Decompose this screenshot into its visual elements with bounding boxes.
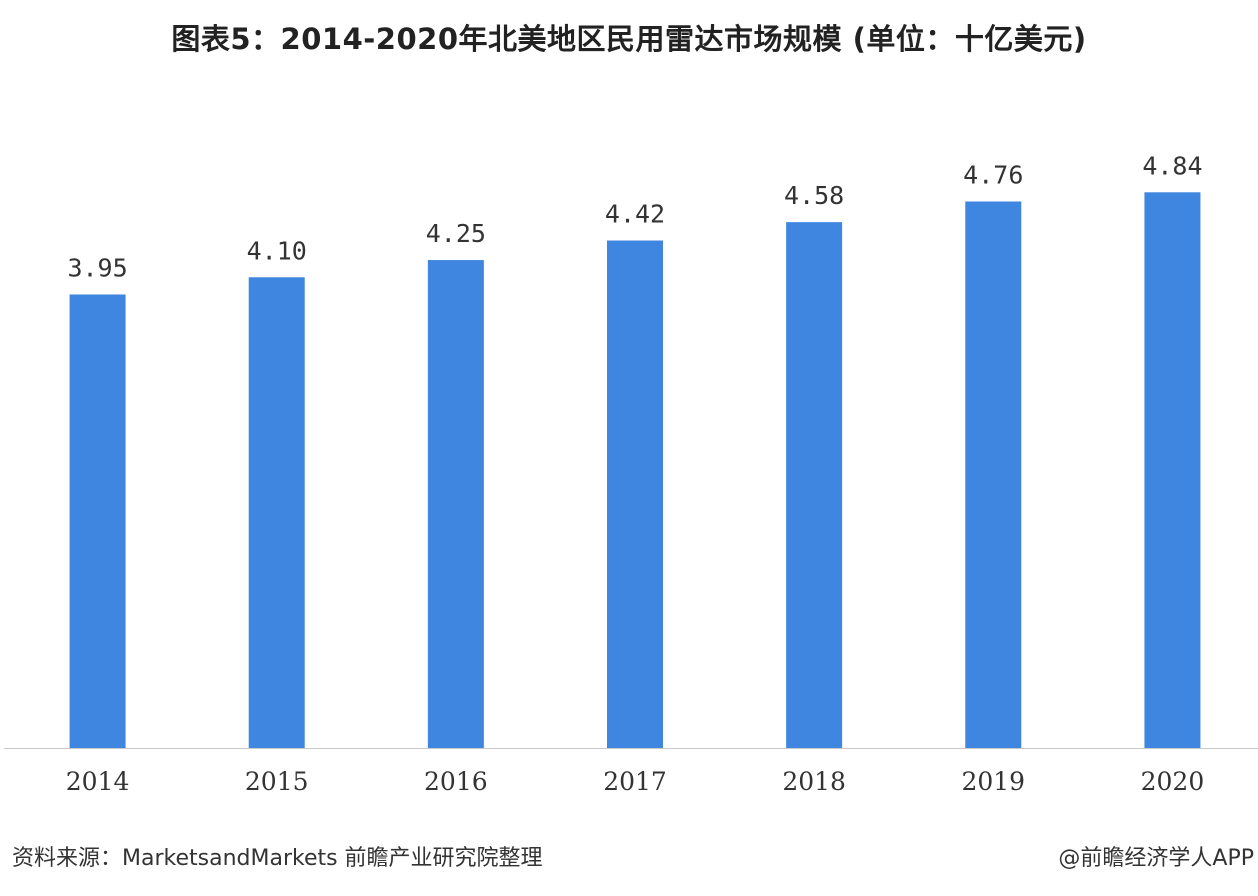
value-labels-group: 3.95 4.10 4.25 4.42 4.58 4.76 4.84 <box>67 151 1202 282</box>
x-tick-label-2015: 2015 <box>245 767 309 796</box>
bar-2016 <box>427 260 484 748</box>
bar-2017 <box>607 240 663 748</box>
bar-2018 <box>786 222 843 749</box>
value-label-2015: 4.10 <box>247 236 307 265</box>
value-label-2018: 4.58 <box>784 181 844 210</box>
bar-2014 <box>69 294 126 748</box>
value-label-2019: 4.76 <box>963 160 1023 189</box>
bar-2015 <box>248 277 305 748</box>
value-label-2014: 3.95 <box>67 253 127 282</box>
x-tick-label-2017: 2017 <box>603 767 667 796</box>
value-label-2020: 4.84 <box>1142 151 1202 180</box>
x-tick-labels-group: 2014 2015 2016 2017 2018 2019 2020 <box>66 767 1204 796</box>
x-tick-label-2018: 2018 <box>782 767 846 796</box>
x-tick-label-2016: 2016 <box>424 767 488 796</box>
bars-group <box>69 192 1201 749</box>
chart-title: 图表5：2014-2020年北美地区民用雷达市场规模 (单位：十亿美元) <box>171 22 1087 56</box>
x-tick-label-2014: 2014 <box>66 767 130 796</box>
value-label-2017: 4.42 <box>605 200 665 229</box>
x-tick-label-2020: 2020 <box>1141 767 1205 796</box>
x-tick-label-2019: 2019 <box>961 767 1025 796</box>
source-note: 资料来源：MarketsandMarkets 前瞻产业研究院整理 <box>12 846 543 871</box>
bar-2020 <box>1144 192 1201 749</box>
value-label-2016: 4.25 <box>426 219 486 248</box>
bar-2019 <box>965 201 1022 749</box>
credit-note: @前瞻经济学人APP <box>1058 846 1254 871</box>
